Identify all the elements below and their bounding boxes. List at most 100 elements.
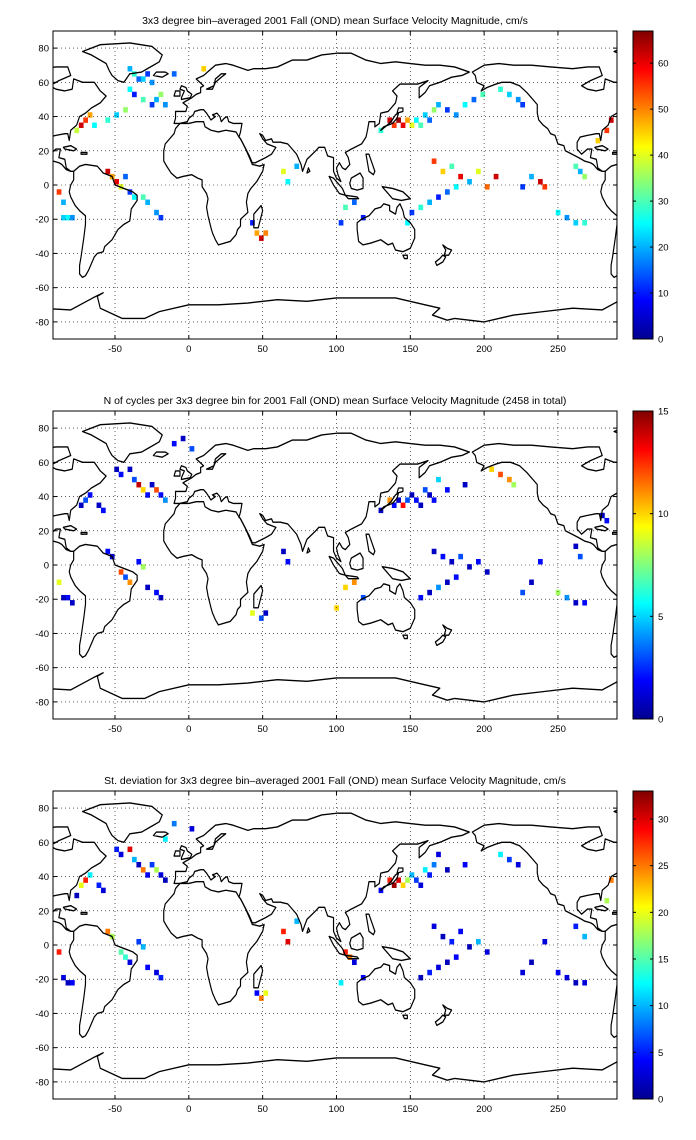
bin-cell — [154, 96, 159, 103]
y-tick-label: -20 — [35, 975, 49, 986]
bin-cell — [114, 112, 120, 118]
colorbar-tick-label: 15 — [658, 955, 669, 966]
map-panel-2: N of cycles per 3x3 degree bin for 2001 … — [35, 395, 669, 735]
bin-cell — [131, 194, 137, 200]
bin-cell — [114, 466, 120, 473]
bin-cell — [520, 589, 526, 596]
bin-cell — [285, 939, 291, 945]
bin-cell — [542, 939, 548, 945]
colorbar-tick-label: 60 — [658, 59, 669, 70]
bin-cell — [118, 569, 124, 575]
bin-cell — [92, 122, 97, 128]
y-tick-label: -40 — [35, 249, 49, 260]
bin-cell — [149, 102, 155, 108]
bin-cell — [604, 517, 610, 524]
bin-cell — [555, 589, 561, 596]
bin-cell — [105, 168, 111, 175]
x-tick-label: 50 — [257, 1104, 268, 1115]
bin-cell — [285, 179, 291, 185]
bin-cell — [140, 867, 146, 873]
y-tick-label: -80 — [35, 317, 49, 328]
bin-cell — [413, 117, 419, 123]
bin-cell — [351, 959, 357, 965]
bin-cell — [520, 969, 526, 976]
bin-cell — [140, 96, 146, 103]
bin-cell — [418, 502, 424, 508]
bin-cell — [131, 856, 137, 863]
colorbar-tick-label: 15 — [658, 407, 669, 418]
bin-cell — [78, 122, 84, 128]
bin-cell — [427, 969, 433, 976]
bin-cell — [538, 179, 543, 185]
bin-cell — [436, 851, 441, 858]
bin-cell — [391, 882, 397, 888]
bin-cell — [440, 933, 446, 940]
bin-cell — [263, 990, 269, 996]
bin-cell — [462, 102, 468, 108]
bin-cell — [564, 214, 570, 221]
y-tick-label: -20 — [35, 215, 49, 226]
bin-cell — [154, 487, 159, 493]
x-tick-label: 250 — [550, 724, 566, 735]
bin-cell — [413, 877, 419, 883]
bin-cell — [65, 594, 71, 601]
bin-cell — [453, 112, 459, 118]
colorbar-tick-label: 30 — [658, 197, 669, 208]
bin-cell — [604, 897, 610, 904]
bin-cell — [582, 933, 588, 940]
bin-cell — [471, 96, 477, 103]
map-panel-1: 3x3 degree bin–averaged 2001 Fall (OND) … — [35, 15, 669, 355]
bin-cell — [467, 564, 472, 570]
bin-cell — [162, 836, 168, 842]
bin-cell — [158, 492, 164, 498]
bin-cell — [436, 584, 441, 591]
bin-cell — [573, 543, 579, 550]
bin-cell — [171, 71, 177, 77]
x-tick-label: 250 — [550, 344, 566, 355]
x-tick-label: 200 — [476, 344, 492, 355]
bin-cell — [405, 877, 410, 883]
bin-cell — [507, 856, 512, 863]
colorbar-gradient — [632, 30, 654, 340]
bin-cell — [436, 964, 441, 971]
bin-cell — [427, 872, 433, 878]
bin-cell — [520, 184, 526, 190]
bin-cell — [387, 877, 393, 883]
bin-cell — [444, 579, 450, 585]
x-tick-label: 50 — [257, 724, 268, 735]
bin-cell — [405, 497, 410, 503]
y-tick-label: -60 — [35, 1043, 49, 1054]
bin-cell — [360, 974, 366, 981]
bin-cell — [96, 882, 102, 888]
y-tick-label: -80 — [35, 1077, 49, 1088]
bin-cell — [180, 435, 186, 442]
bin-cell — [250, 220, 255, 226]
bin-cell — [449, 939, 455, 945]
bin-cell — [489, 466, 495, 473]
bin-cell — [145, 492, 151, 498]
bin-cell — [74, 892, 80, 899]
bin-cell — [140, 564, 146, 570]
y-tick-label: -80 — [35, 697, 49, 708]
bin-cell — [396, 877, 402, 883]
bin-cell — [100, 507, 106, 514]
bin-cell — [171, 820, 177, 827]
bin-cell — [149, 79, 155, 86]
bin-cell — [338, 980, 344, 986]
bin-cell — [431, 923, 437, 930]
bin-cell — [69, 980, 75, 986]
bin-cell — [281, 928, 286, 935]
tick-marks — [53, 791, 617, 1099]
bin-cell — [431, 158, 437, 164]
bin-cell — [127, 86, 133, 93]
bin-cell — [201, 66, 207, 72]
bin-cell — [431, 548, 437, 555]
bin-cell — [158, 594, 164, 601]
bin-cell — [294, 163, 300, 170]
colorbar-tick-label: 10 — [658, 1001, 669, 1012]
bin-cell — [498, 471, 503, 478]
bin-cell — [538, 559, 543, 565]
bin-cell — [418, 882, 424, 888]
bin-cell — [409, 209, 415, 216]
